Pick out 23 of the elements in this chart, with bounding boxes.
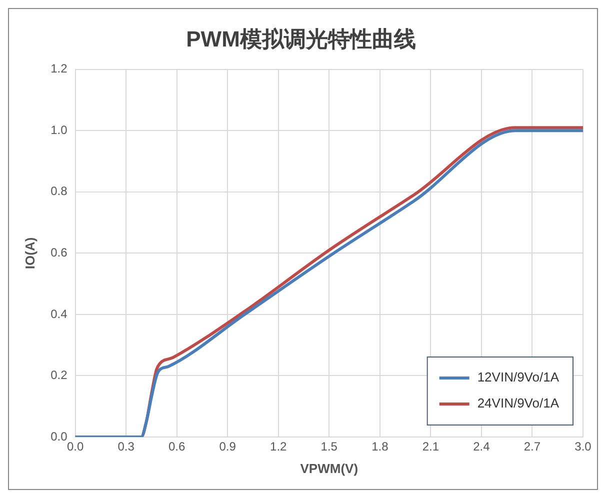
y-tick-label: 0.4 bbox=[50, 306, 68, 321]
x-tick-label: 1.2 bbox=[270, 440, 288, 454]
x-tick-label: 0.9 bbox=[219, 440, 236, 454]
x-tick-label: 0.3 bbox=[118, 440, 135, 454]
x-tick-label: 0.6 bbox=[168, 440, 186, 454]
y-tick-label: 1.2 bbox=[50, 62, 68, 76]
chart-title: PWM模拟调光特性曲线 bbox=[186, 26, 416, 52]
y-tick-label: 1.0 bbox=[50, 122, 68, 137]
x-tick-label: 2.7 bbox=[524, 440, 541, 454]
y-axis-title: IO(A) bbox=[22, 237, 38, 270]
y-tick-label: 0.0 bbox=[50, 429, 68, 444]
y-tick-label: 0.8 bbox=[50, 184, 68, 198]
x-tick-label: 1.8 bbox=[372, 440, 389, 454]
x-tick-label: 2.1 bbox=[422, 440, 440, 454]
x-axis-title: VPWM(V) bbox=[300, 460, 358, 476]
x-tick-label: 0.0 bbox=[66, 440, 84, 454]
x-tick-label: 3.0 bbox=[574, 440, 592, 454]
legend-label: 24VIN/9Vo/1A bbox=[477, 396, 560, 411]
y-tick-label: 0.6 bbox=[50, 246, 68, 260]
x-tick-label: 2.4 bbox=[473, 440, 490, 454]
y-tick-label: 0.2 bbox=[50, 368, 68, 382]
legend-label: 12VIN/9Vo/1A bbox=[477, 370, 560, 385]
x-tick-label: 1.5 bbox=[320, 440, 338, 454]
